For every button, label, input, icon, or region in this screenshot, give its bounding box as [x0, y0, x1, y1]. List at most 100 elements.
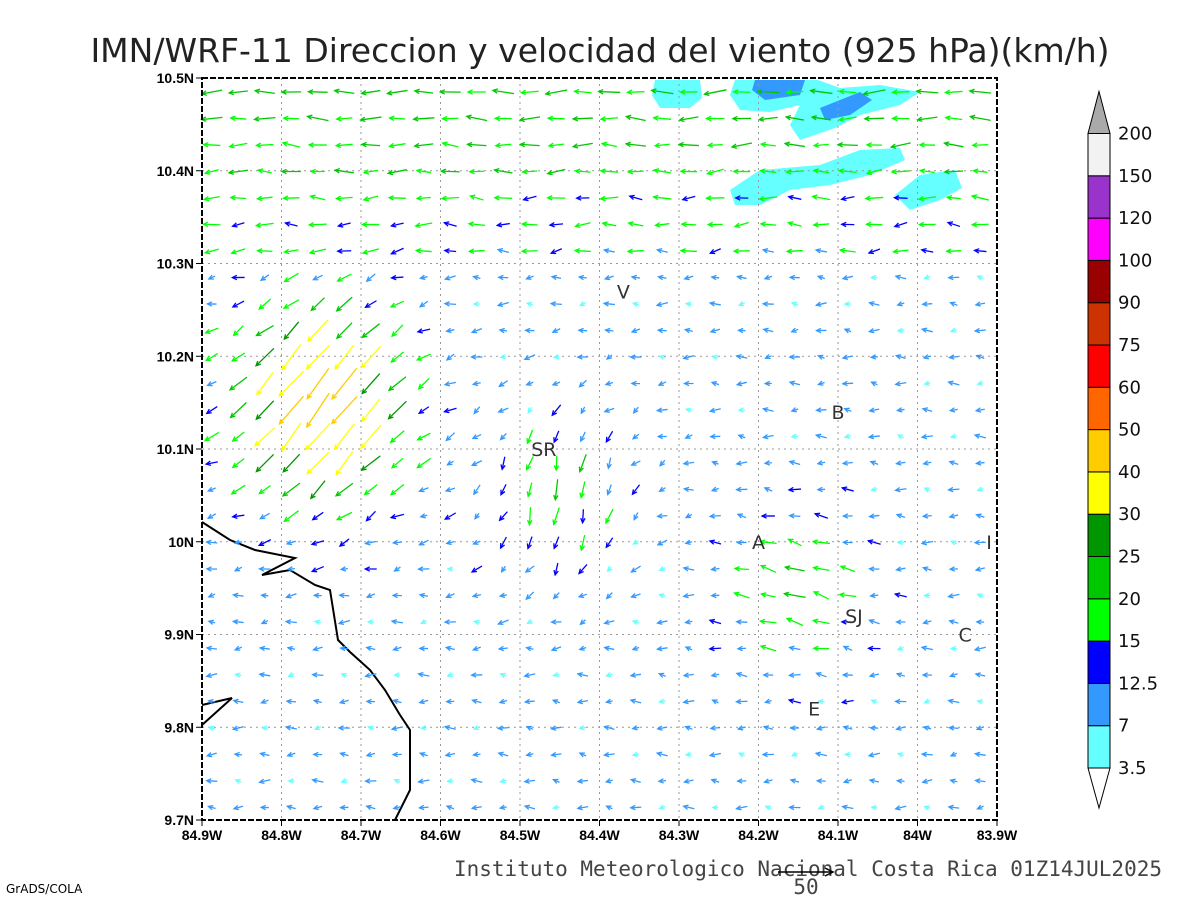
wind-arrow: [837, 116, 857, 122]
wind-arrow: [418, 592, 429, 599]
wind-arrow: [280, 168, 301, 175]
wind-arrow: [392, 804, 402, 811]
wind-arrow: [632, 406, 639, 414]
wind-arrow: [945, 194, 961, 201]
wind-arrow: [652, 115, 672, 121]
wind-arrow: [838, 247, 856, 254]
wind-arrow: [339, 645, 349, 652]
wind-arrow: [678, 116, 699, 123]
wind-arrow: [312, 751, 323, 758]
wind-arrow: [809, 88, 833, 95]
wind-arrow: [968, 114, 991, 122]
wind-arrow: [973, 751, 986, 758]
wind-arrow: [364, 672, 377, 678]
wind-arrow: [732, 168, 751, 175]
wind-arrow: [335, 322, 353, 340]
wind-arrow: [259, 804, 269, 811]
wind-arrow: [597, 88, 621, 95]
wind-arrow: [443, 381, 457, 387]
wind-arrow: [312, 274, 323, 281]
wind-arrow: [918, 168, 935, 174]
wind-arrow: [389, 483, 405, 496]
wind-arrow: [340, 777, 348, 784]
wind-arrow: [975, 354, 985, 360]
wind-arrow: [763, 380, 772, 387]
legend-label: 150: [1118, 166, 1152, 187]
wind-arrow: [735, 672, 748, 678]
wind-arrow: [287, 778, 295, 784]
wind-arrow: [603, 645, 615, 652]
wind-arrow: [947, 593, 960, 599]
wind-arrow: [415, 353, 432, 361]
wind-arrow: [921, 513, 932, 519]
wind-arrow: [652, 194, 672, 201]
legend-label: 75: [1118, 335, 1141, 356]
wind-arrow: [284, 619, 297, 625]
x-tick-label: 84.7W: [341, 827, 382, 843]
wind-arrow: [759, 141, 776, 148]
wind-arrow: [472, 539, 481, 545]
station-label-i: I: [986, 532, 992, 554]
wind-arrow: [763, 274, 773, 280]
wind-arrow: [444, 486, 456, 493]
wind-arrow: [682, 566, 695, 572]
wind-arrow: [708, 645, 722, 652]
wind-arrow: [281, 344, 302, 371]
wind-arrow: [498, 327, 508, 334]
wind-arrow: [578, 725, 587, 731]
wind-arrow: [498, 592, 507, 599]
wind-arrow: [626, 168, 644, 175]
wind-arrow: [260, 725, 268, 731]
wind-arrow: [499, 536, 507, 550]
wind-arrow: [580, 509, 586, 525]
wind-arrow: [493, 167, 513, 174]
wind-arrow: [385, 89, 408, 96]
wind-arrow: [498, 804, 507, 811]
wind-arrow: [917, 195, 937, 202]
wind-arrow: [444, 645, 455, 652]
wind-arrow: [682, 592, 695, 599]
wind-arrow: [339, 804, 349, 811]
wind-arrow: [523, 778, 536, 784]
wind-arrow: [311, 778, 324, 784]
wind-arrow: [285, 804, 296, 811]
wind-arrow: [894, 380, 907, 387]
wind-arrow: [365, 273, 376, 283]
wind-arrow: [390, 619, 404, 625]
wind-arrow: [441, 141, 459, 148]
wind-arrow: [231, 513, 245, 519]
wind-arrow: [312, 592, 322, 599]
wind-arrow: [896, 539, 904, 546]
wind-arrow: [630, 380, 641, 387]
wind-arrow: [843, 301, 852, 307]
wind-arrow: [968, 88, 992, 95]
wind-arrow: [784, 114, 804, 121]
wind-arrow: [684, 433, 693, 439]
wind-arrow: [258, 778, 271, 784]
wind-arrow: [973, 646, 986, 652]
wind-arrow: [365, 645, 376, 652]
wind-arrow: [764, 805, 772, 811]
wind-arrow: [417, 566, 430, 572]
wind-arrow: [836, 142, 858, 148]
wind-arrow: [549, 248, 563, 255]
wind-arrow: [895, 725, 906, 731]
wind-arrow: [387, 376, 407, 392]
wind-arrow: [603, 274, 614, 281]
wind-arrow: [310, 297, 326, 312]
wind-arrow: [734, 195, 749, 201]
wind-arrow: [762, 433, 774, 440]
wind-arrow: [415, 168, 432, 174]
wind-arrow: [309, 194, 326, 201]
wind-arrow: [364, 540, 377, 546]
wind-arrow: [815, 407, 827, 413]
wind-arrow: [948, 407, 958, 413]
x-tick-label: 83.9W: [977, 827, 1018, 843]
reference-vector-label: 50: [793, 875, 818, 899]
wind-arrow: [815, 327, 827, 334]
wind-arrow: [335, 116, 353, 122]
wind-arrow: [552, 778, 560, 784]
wind-arrow: [843, 433, 852, 439]
wind-arrow: [817, 804, 825, 810]
